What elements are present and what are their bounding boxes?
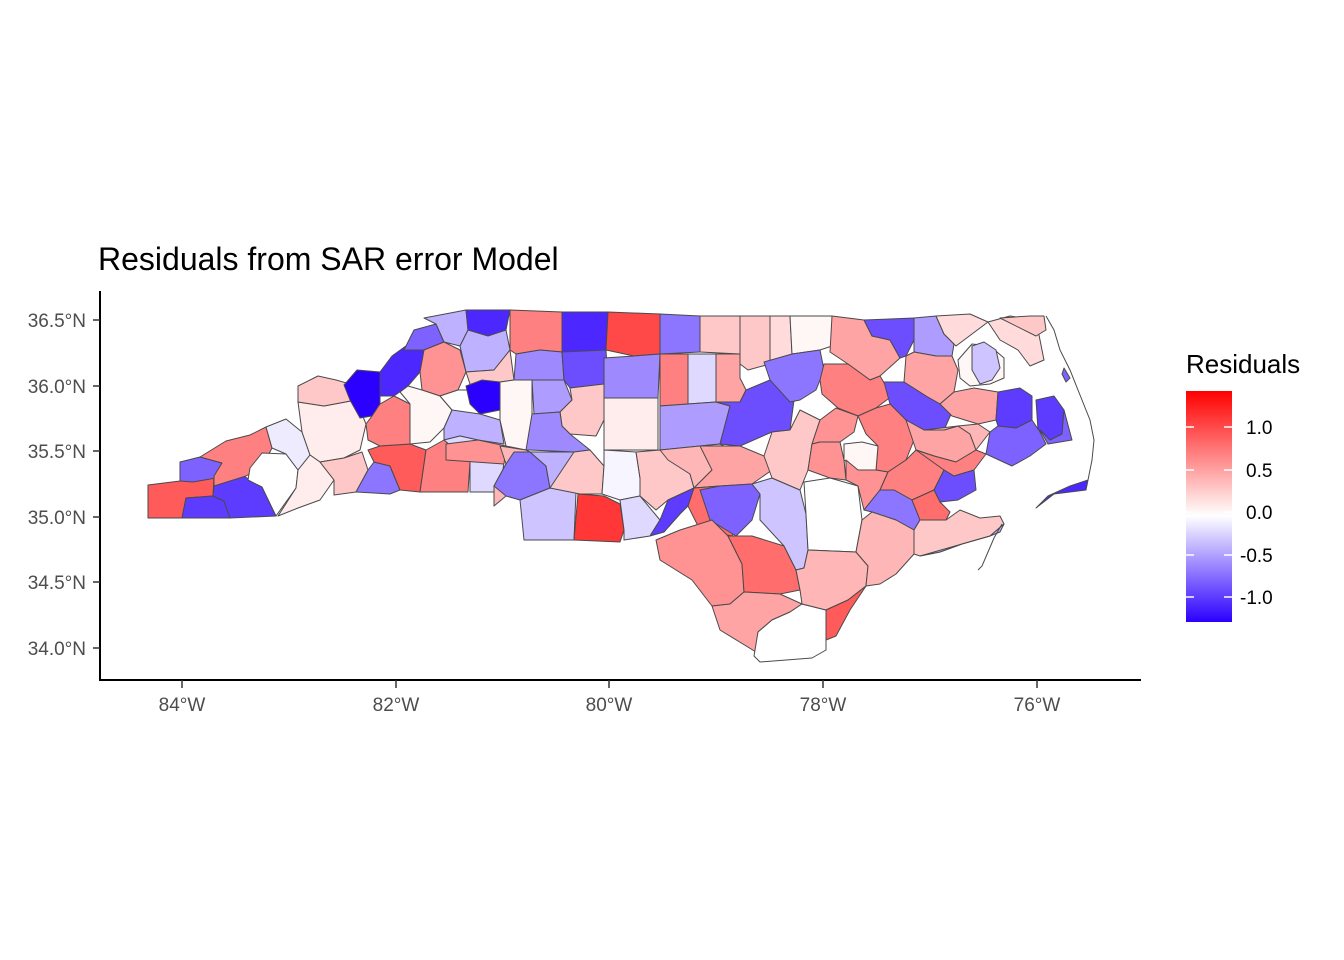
x-tick-label: 82°W: [373, 695, 420, 716]
legend-ticks: [1186, 426, 1232, 598]
county: [603, 397, 659, 451]
county: [1035, 479, 1089, 509]
county: [789, 315, 833, 355]
county: [825, 585, 867, 641]
legend-label: 0.0: [1246, 503, 1272, 524]
county: [379, 342, 425, 397]
county: [659, 313, 701, 355]
county: [855, 511, 915, 587]
county: [739, 315, 771, 371]
y-tick-label: 34.5°N: [28, 573, 86, 594]
county: [212, 474, 277, 519]
county: [445, 439, 507, 465]
county: [659, 353, 689, 407]
legend-colorbar: [1186, 391, 1232, 622]
county: [561, 311, 609, 355]
y-tick-label: 36.0°N: [28, 377, 86, 398]
county: [365, 395, 411, 447]
y-ticks: 36.5°N 36.0°N 35.5°N 35.0°N 34.5°N 34.0°…: [28, 311, 100, 660]
county: [601, 449, 641, 501]
county: [561, 349, 609, 389]
county: [995, 387, 1033, 429]
legend-label: 1.0: [1246, 418, 1272, 439]
legend-label: -0.5: [1240, 546, 1273, 567]
county: [519, 487, 577, 541]
county: [933, 469, 977, 503]
y-tick-label: 36.5°N: [28, 311, 86, 332]
county: [935, 313, 989, 347]
x-tick-label: 84°W: [159, 695, 206, 716]
county: [971, 341, 1001, 385]
county: [807, 441, 847, 481]
y-tick-label: 35.5°N: [28, 442, 86, 463]
county: [795, 549, 869, 611]
county: [297, 375, 357, 407]
county: [603, 353, 661, 399]
county: [1061, 367, 1071, 383]
county: [919, 523, 1005, 557]
county: [699, 315, 741, 355]
coast-line: [977, 523, 1003, 571]
county: [1039, 409, 1073, 445]
county: [499, 379, 533, 451]
county: [999, 315, 1047, 337]
x-tick-label: 78°W: [800, 695, 847, 716]
legend-title: Residuals: [1186, 349, 1300, 379]
county: [659, 401, 731, 451]
county: [939, 387, 999, 425]
county: [419, 341, 467, 397]
county: [509, 309, 563, 355]
chart-title: Residuals from SAR error Model: [98, 241, 559, 277]
county: [763, 349, 825, 403]
x-tick-label: 76°W: [1014, 695, 1061, 716]
county: [573, 493, 625, 543]
county: [513, 349, 565, 381]
county: [803, 477, 863, 553]
outer-banks-line: [1045, 315, 1095, 481]
y-tick-label: 35.0°N: [28, 508, 86, 529]
legend-label: -1.0: [1240, 588, 1273, 609]
y-tick-label: 34.0°N: [28, 639, 86, 660]
legend-label: 0.5: [1246, 461, 1272, 482]
county-layer: [147, 309, 1095, 663]
county: [985, 419, 1047, 467]
x-ticks: 84°W 82°W 80°W 78°W 76°W: [159, 680, 1061, 716]
x-tick-label: 80°W: [586, 695, 633, 716]
county: [605, 311, 661, 357]
county: [811, 407, 859, 445]
county: [687, 353, 717, 405]
